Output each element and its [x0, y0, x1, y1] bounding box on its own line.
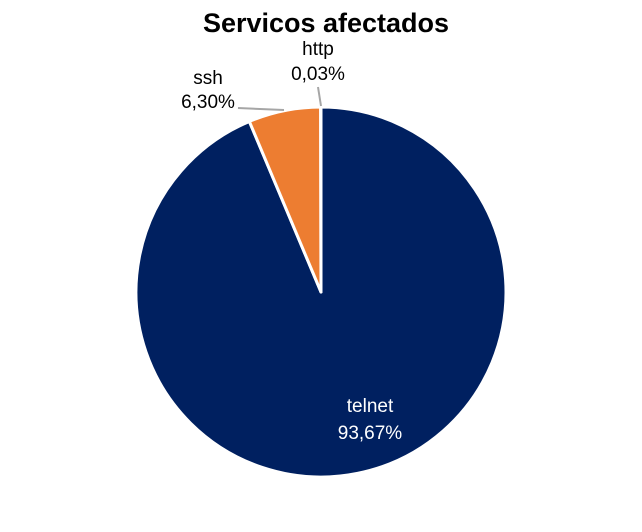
slice-value-ssh: 6,30%	[181, 92, 235, 113]
leader-line-ssh	[237, 107, 285, 111]
slice-labels: telnet 93,67% ssh 6,30% http 0,03%	[181, 39, 402, 444]
slice-label-ssh: ssh	[193, 68, 223, 89]
leader-lines	[237, 86, 322, 111]
leader-line-http	[317, 86, 322, 107]
chart-title: Servicos afectados	[203, 8, 449, 38]
slice-label-telnet: telnet	[347, 396, 394, 417]
pie-slices	[134, 105, 508, 479]
slice-value-telnet: 93,67%	[338, 423, 403, 444]
slice-label-http: http	[302, 39, 334, 60]
slice-value-http: 0,03%	[291, 64, 345, 85]
